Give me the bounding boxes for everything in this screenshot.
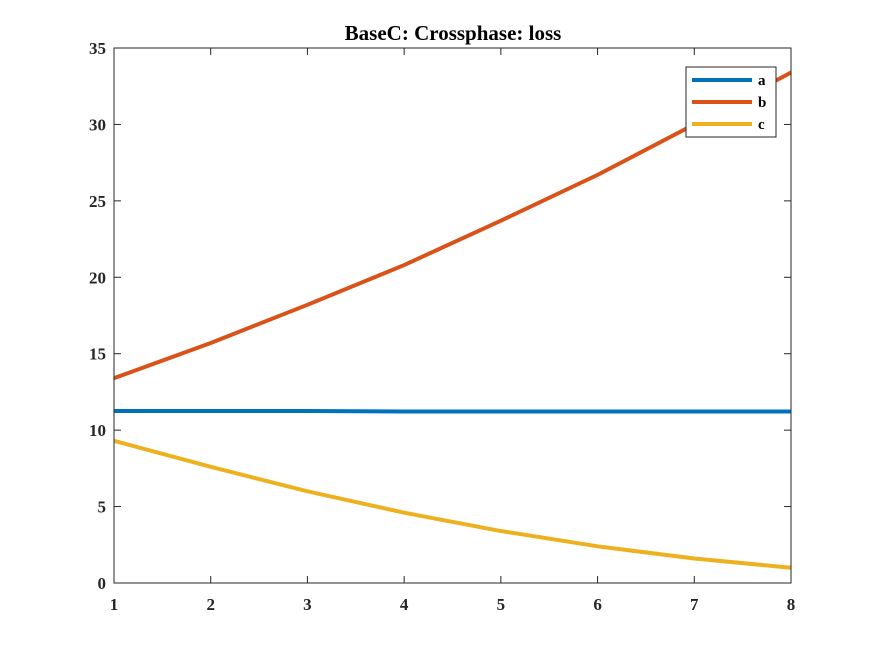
x-tick-label: 1 <box>110 595 119 614</box>
y-tick-label: 10 <box>89 421 106 440</box>
x-axis: 1 2 3 4 5 6 7 8 <box>110 48 796 614</box>
legend-label-b: b <box>758 95 766 111</box>
y-tick-label: 0 <box>98 574 107 593</box>
x-tick-label: 6 <box>593 595 602 614</box>
y-tick-label: 5 <box>98 498 107 517</box>
series-line-c <box>113 438 792 570</box>
legend-label-a: a <box>758 73 766 89</box>
series-line-b <box>113 70 792 381</box>
x-tick-label: 5 <box>497 595 506 614</box>
x-tick-label: 2 <box>206 595 215 614</box>
y-tick-label: 25 <box>89 192 106 211</box>
y-axis: 0 5 10 15 20 25 30 35 <box>89 39 791 593</box>
x-tick-label: 3 <box>303 595 312 614</box>
plot-lines <box>113 70 792 570</box>
y-tick-label: 35 <box>89 39 106 58</box>
legend-label-c: c <box>758 117 765 133</box>
y-tick-label: 15 <box>89 345 106 364</box>
axes-box <box>113 47 792 584</box>
x-tick-label: 4 <box>400 595 409 614</box>
legend: abc <box>685 66 777 138</box>
y-tick-label: 20 <box>89 268 106 287</box>
chart-title: BaseC: Crossphase: loss <box>345 21 562 45</box>
x-tick-label: 7 <box>690 595 699 614</box>
x-tick-label: 8 <box>787 595 796 614</box>
y-tick-label: 30 <box>89 115 106 134</box>
